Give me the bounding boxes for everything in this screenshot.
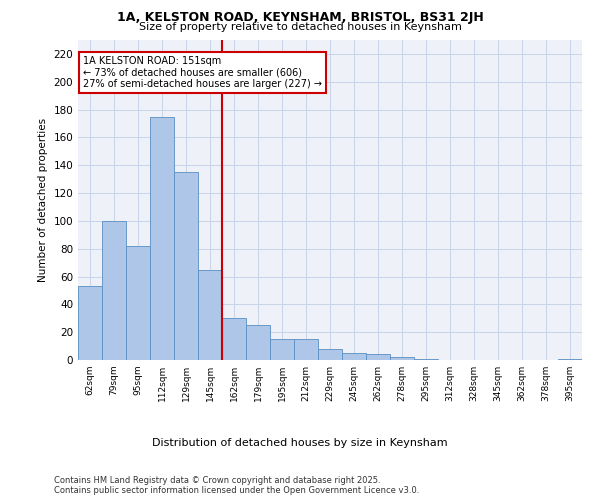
Bar <box>246 325 270 360</box>
Bar <box>294 339 318 360</box>
Text: Size of property relative to detached houses in Keynsham: Size of property relative to detached ho… <box>139 22 461 32</box>
Y-axis label: Number of detached properties: Number of detached properties <box>38 118 48 282</box>
Bar <box>390 357 414 360</box>
Bar <box>126 246 150 360</box>
Bar <box>78 286 102 360</box>
Text: 1A, KELSTON ROAD, KEYNSHAM, BRISTOL, BS31 2JH: 1A, KELSTON ROAD, KEYNSHAM, BRISTOL, BS3… <box>116 11 484 24</box>
Text: 1A KELSTON ROAD: 151sqm
← 73% of detached houses are smaller (606)
27% of semi-d: 1A KELSTON ROAD: 151sqm ← 73% of detache… <box>83 56 322 89</box>
Bar <box>414 358 438 360</box>
Text: Distribution of detached houses by size in Keynsham: Distribution of detached houses by size … <box>152 438 448 448</box>
Bar <box>318 349 342 360</box>
Bar <box>558 358 582 360</box>
Bar <box>174 172 198 360</box>
Bar <box>198 270 222 360</box>
Bar <box>366 354 390 360</box>
Bar <box>150 116 174 360</box>
Text: Contains HM Land Registry data © Crown copyright and database right 2025.
Contai: Contains HM Land Registry data © Crown c… <box>54 476 419 495</box>
Bar <box>342 353 366 360</box>
Bar <box>222 318 246 360</box>
Bar <box>270 339 294 360</box>
Bar <box>102 221 126 360</box>
